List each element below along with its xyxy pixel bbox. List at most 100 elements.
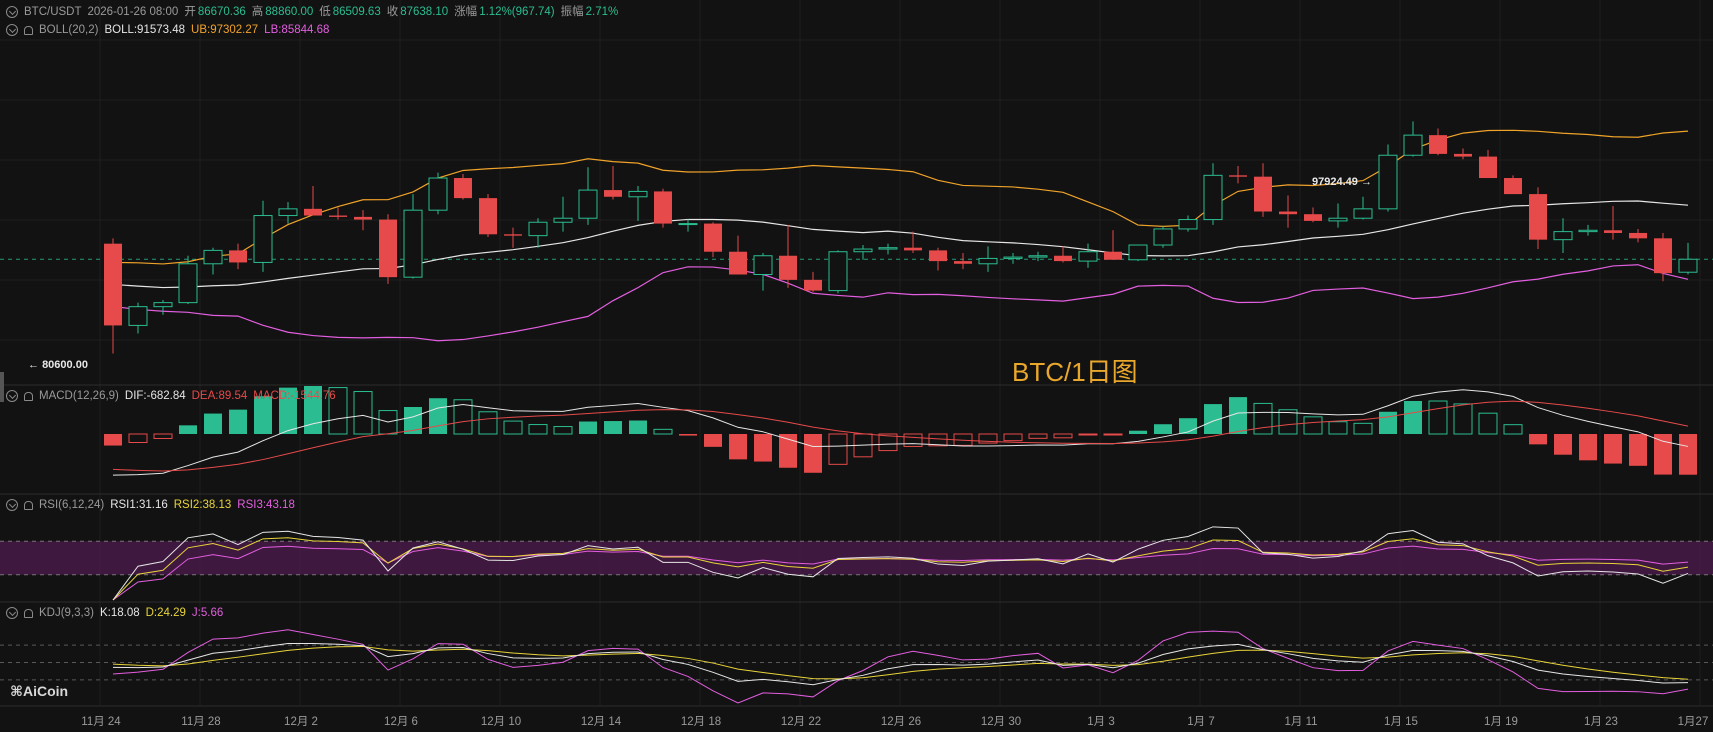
collapse-icon[interactable]: [6, 390, 18, 402]
x-tick: 12月 2: [284, 716, 318, 728]
macd-bar: [128, 433, 148, 443]
macd-bar: [1604, 434, 1622, 464]
dif-line: [112, 389, 1689, 476]
macd-bar: [903, 433, 923, 447]
macd-bar: [878, 433, 898, 452]
macd-bar: [453, 399, 473, 435]
high-value: 88860.00: [265, 6, 314, 18]
macd-bar: [1379, 411, 1397, 434]
macd-bar: [754, 434, 772, 462]
candle-body: [578, 189, 598, 219]
candle-body: [1629, 232, 1647, 239]
candle-body: [278, 208, 298, 217]
macd-bar: [653, 428, 673, 435]
close-value: 87638.10: [400, 6, 449, 18]
collapse-icon[interactable]: [6, 499, 18, 511]
candle-body: [604, 190, 622, 197]
candle-body: [1078, 251, 1098, 262]
macd-bar: [928, 433, 948, 447]
macd-bar: [1103, 433, 1123, 436]
datetime-label: 2026-01-26 08:00: [87, 6, 179, 18]
boll-name: BOLL(20,2): [39, 24, 99, 36]
macd-bar: [1154, 424, 1172, 434]
bell-icon[interactable]: [24, 500, 33, 510]
candle-body: [654, 191, 672, 224]
macd-bar: [604, 421, 622, 434]
candle-body: [828, 251, 848, 292]
symbol-label: BTC/USDT: [24, 6, 82, 18]
price-pane[interactable]: [0, 121, 1713, 354]
x-tick: 1月 15: [1384, 716, 1418, 728]
aicoin-logo: ⌘AiCoin: [10, 683, 68, 700]
macd-name: MACD(12,26,9): [39, 390, 119, 402]
candle-body: [678, 223, 698, 226]
macd-bar: [328, 387, 348, 435]
macd-bar: [828, 433, 848, 465]
macd-bar: [528, 424, 548, 435]
candle-body: [178, 263, 198, 304]
macd-bar: [404, 406, 422, 434]
boll-ub-line: [112, 129, 1689, 265]
macd-dea: DEA:89.54: [191, 390, 248, 402]
macd-bar: [1328, 421, 1348, 435]
macd-bar: [1503, 424, 1523, 435]
kdj-j-line: [112, 629, 1689, 704]
x-tick: 1月 19: [1484, 716, 1518, 728]
bell-icon[interactable]: [24, 608, 33, 618]
rsi3-value: RSI3:43.18: [237, 499, 295, 511]
kdj-j: J:5.66: [191, 607, 224, 619]
macd-bar: [1028, 433, 1048, 439]
x-tick: 1月 23: [1584, 716, 1618, 728]
candle-body: [504, 234, 522, 236]
x-tick: 11月 28: [181, 716, 221, 728]
kdj-pane[interactable]: [0, 629, 1713, 704]
candle-body: [1504, 178, 1522, 195]
macd-bar: [229, 409, 247, 434]
bell-icon[interactable]: [24, 25, 33, 35]
candle-body: [929, 250, 947, 262]
candle-body: [304, 208, 322, 216]
bell-icon[interactable]: [24, 391, 33, 401]
macd-pane[interactable]: [104, 386, 1697, 476]
candle-body: [878, 247, 898, 250]
low-annotation: ← 80600.00: [28, 359, 88, 371]
candle-body: [428, 177, 448, 211]
x-tick: 12月 18: [680, 716, 722, 728]
candle-body: [403, 209, 423, 278]
amplitude-label: 振幅: [560, 6, 584, 18]
open-value: 86670.36: [197, 6, 246, 18]
macd-bar: [729, 434, 747, 460]
kdj-header: KDJ(9,3,3) K:18.08 D:24.29 J:5.66: [6, 605, 229, 621]
macd-bar: [704, 434, 722, 447]
candle-body: [628, 190, 648, 198]
candle-body: [379, 219, 397, 278]
x-tick: 12月 10: [480, 716, 522, 728]
rsi-pane[interactable]: [0, 526, 1713, 601]
amplitude-value: 2.71%: [585, 6, 619, 18]
x-tick: 11月 24: [81, 716, 121, 728]
macd-bar: [503, 420, 523, 435]
low-label: 低: [319, 6, 331, 18]
candle-body: [528, 221, 548, 237]
candle-body: [904, 247, 922, 251]
candle-body: [779, 255, 797, 280]
collapse-icon[interactable]: [6, 607, 18, 619]
collapse-icon[interactable]: [6, 24, 18, 36]
open-label: 开: [184, 6, 196, 18]
rsi1-value: RSI1:31.16: [110, 499, 168, 511]
x-tick: 1月 11: [1284, 716, 1318, 728]
collapse-icon[interactable]: [6, 6, 18, 18]
candle-body: [354, 216, 372, 220]
macd-bar: [304, 386, 322, 434]
ohlc-header: BTC/USDT 2026-01-26 08:00 开 86670.36 高 888…: [6, 4, 624, 20]
candle-body: [1028, 255, 1048, 258]
candle-body: [1678, 258, 1698, 273]
candle-body: [1353, 208, 1373, 219]
kdj-d-line: [112, 645, 1689, 680]
candle-body: [1254, 176, 1272, 212]
candle-body: [1328, 217, 1348, 222]
kdj-name: KDJ(9,3,3): [39, 607, 94, 619]
scroll-handle[interactable]: [0, 372, 4, 402]
x-tick: 12月 6: [384, 716, 418, 728]
